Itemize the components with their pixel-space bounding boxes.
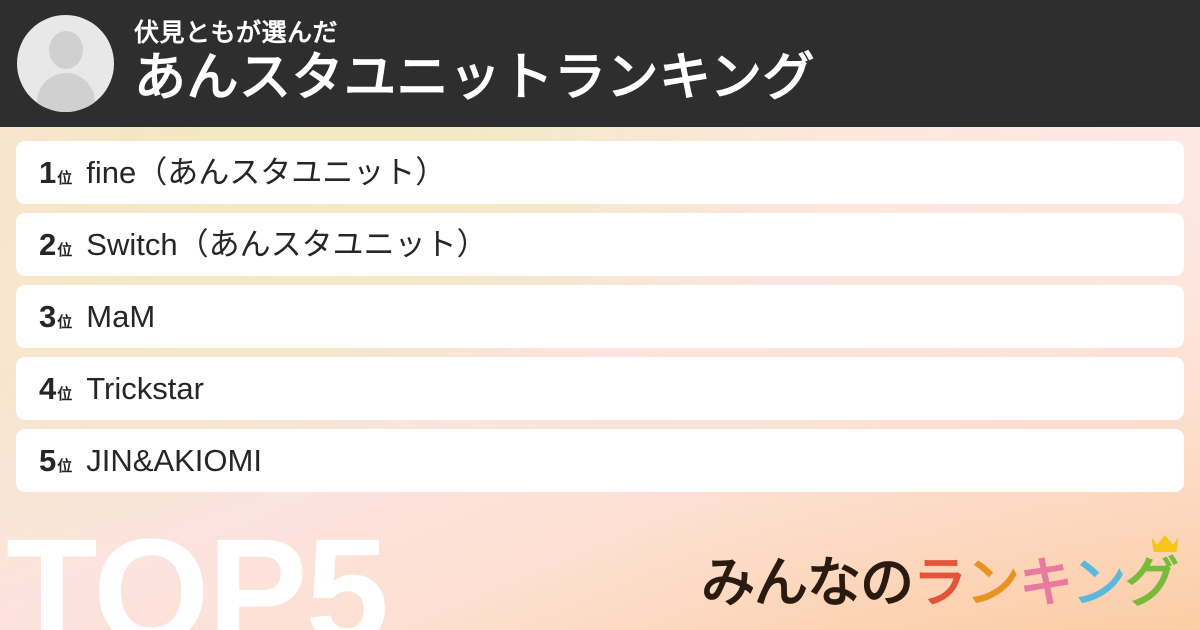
- list-item[interactable]: 2 位 Switch（あんスタユニット）: [16, 213, 1184, 276]
- logo-kana-ki: キ: [1019, 551, 1073, 614]
- list-item[interactable]: 1 位 fine（あんスタユニット）: [16, 141, 1184, 204]
- list-item[interactable]: 3 位 MaM: [16, 285, 1184, 348]
- page-title: あんスタユニットランキング: [134, 48, 815, 107]
- rank-number: 5: [39, 443, 57, 478]
- rank-item-label: fine（あんスタユニット）: [86, 155, 447, 190]
- logo-kana-ra: ラ: [913, 551, 967, 614]
- header-bar: 伏見ともが選んだ あんスタユニットランキング: [0, 0, 1200, 127]
- header-text-block: 伏見ともが選んだ あんスタユニットランキング: [134, 19, 815, 107]
- rank-item-label: Trickstar: [86, 371, 204, 406]
- avatar-head-shape: [48, 31, 83, 69]
- avatar-body-shape: [36, 73, 95, 112]
- header-subtitle: 伏見ともが選んだ: [134, 19, 339, 48]
- top5-watermark: TOP5: [6, 507, 389, 630]
- rank-number: 4: [39, 371, 57, 406]
- rank-suffix: 位: [57, 386, 73, 403]
- logo-text-minna: みんなの: [701, 551, 914, 614]
- rank-suffix: 位: [57, 242, 73, 259]
- crown-icon: [1151, 535, 1179, 552]
- logo-kana-n-2: ン: [1072, 551, 1126, 614]
- logo-kana-gu-char: グ: [1125, 551, 1179, 614]
- content-area: TOP5 1 位 fine（あんスタユニット） 2 位 Switch（あんスタユ…: [0, 127, 1200, 630]
- list-item[interactable]: 5 位 JIN&AKIOMI: [16, 429, 1184, 492]
- rank-number: 3: [39, 299, 57, 334]
- rank-suffix: 位: [57, 458, 73, 475]
- brand-logo[interactable]: みんなの ラ ン キ ン グ: [701, 535, 1179, 614]
- rank-number: 1: [39, 155, 57, 190]
- user-avatar-icon: [17, 15, 114, 112]
- rank-suffix: 位: [57, 170, 73, 187]
- rank-number: 2: [39, 227, 57, 262]
- rank-item-label: JIN&AKIOMI: [86, 443, 262, 478]
- logo-kana-gu: グ: [1125, 535, 1179, 610]
- rank-suffix: 位: [57, 314, 73, 331]
- list-item[interactable]: 4 位 Trickstar: [16, 357, 1184, 420]
- ranking-list: 1 位 fine（あんスタユニット） 2 位 Switch（あんスタユニット） …: [0, 127, 1200, 492]
- rank-item-label: MaM: [86, 299, 156, 334]
- logo-kana-n-1: ン: [966, 551, 1020, 614]
- rank-item-label: Switch（あんスタユニット）: [86, 227, 488, 262]
